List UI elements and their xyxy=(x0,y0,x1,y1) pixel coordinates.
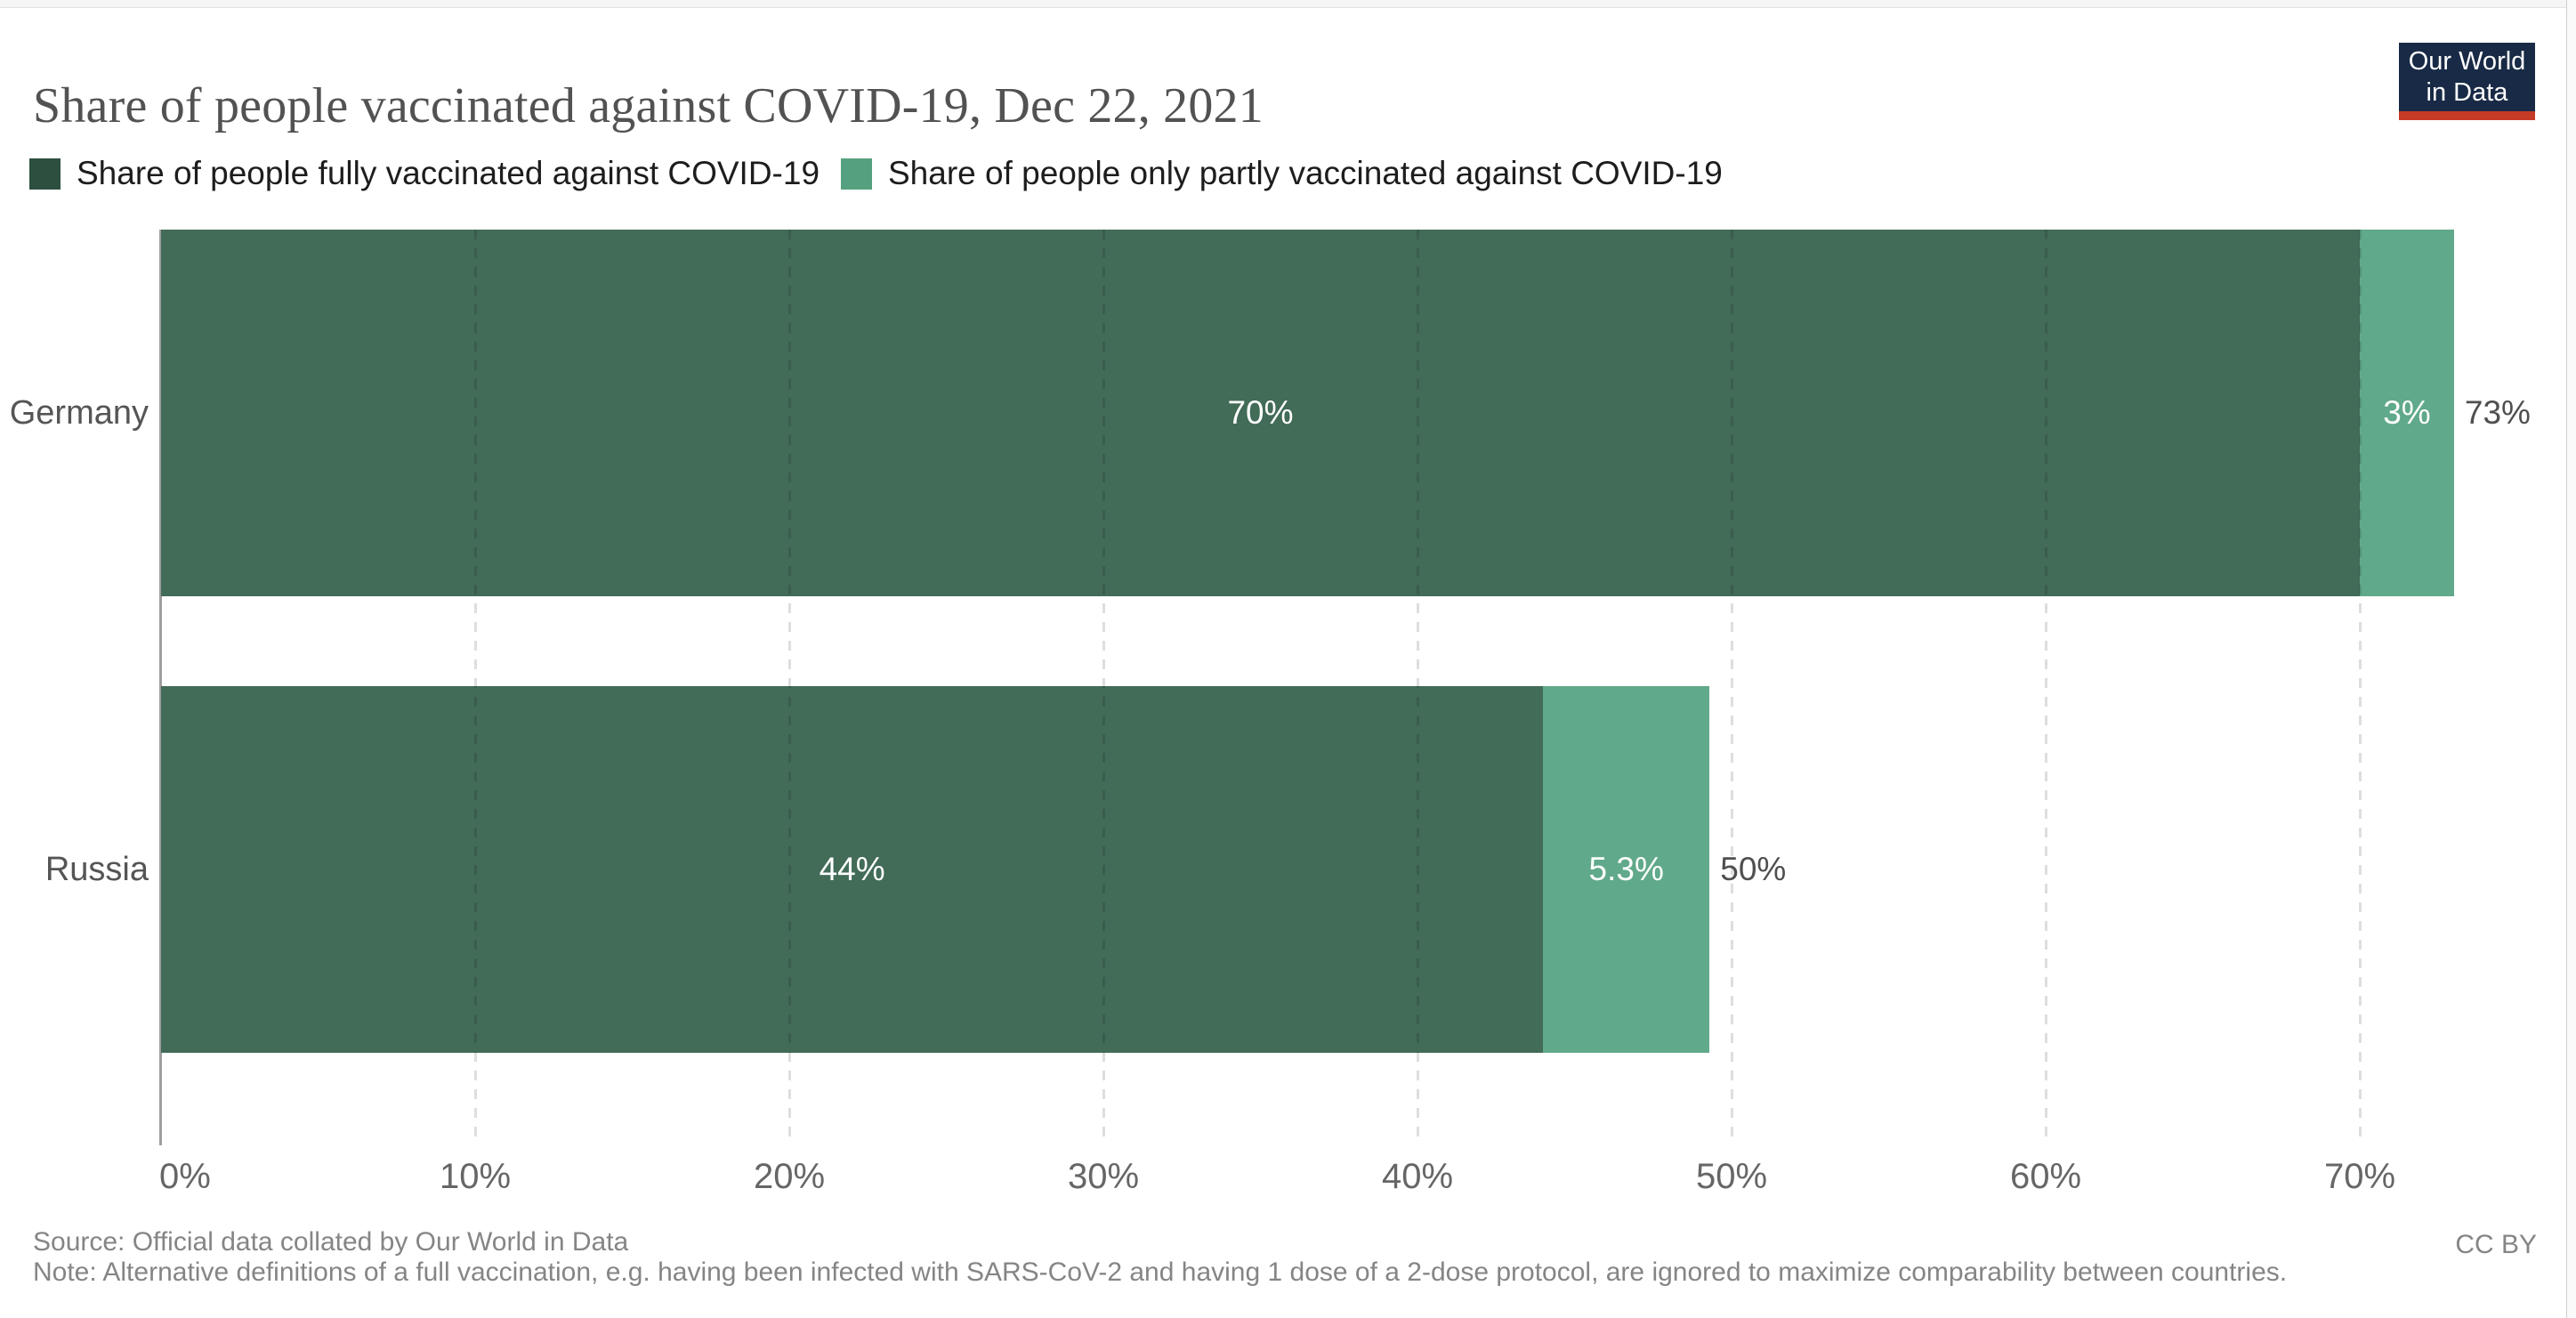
x-tick-label-30: 30% xyxy=(1067,1157,1140,1196)
note-text: Note: Alternative definitions of a full … xyxy=(33,1257,2288,1287)
value-label: 3% xyxy=(2383,394,2431,431)
chart-title: Share of people vaccinated against COVID… xyxy=(33,77,1264,133)
legend-item-partly-vaccinated[interactable]: Share of people only partly vaccinated a… xyxy=(841,153,1723,194)
bar-segment-russia-series1[interactable]: 5.3% xyxy=(1543,686,1710,1053)
x-tick-label-20: 20% xyxy=(753,1157,826,1196)
legend-label: Share of people only partly vaccinated a… xyxy=(888,155,1723,191)
page-right-edge xyxy=(2566,0,2576,1318)
gridline-10pct xyxy=(473,230,477,1145)
chart-legend: Share of people fully vaccinated against… xyxy=(0,153,2576,194)
owid-logo-text: Our World in Data xyxy=(2399,43,2535,111)
bar-segment-germany-series0[interactable]: 70% xyxy=(161,230,2360,596)
legend-swatch-fully-vaccinated xyxy=(29,158,61,190)
x-tick-label-0: 0% xyxy=(159,1157,211,1196)
x-tick-label-50: 50% xyxy=(1695,1157,1768,1196)
value-label: 5.3% xyxy=(1588,851,1664,887)
legend-label: Share of people fully vaccinated against… xyxy=(77,155,820,191)
x-tick-label-40: 40% xyxy=(1381,1157,1454,1196)
owid-logo-accent-bar xyxy=(2399,111,2535,120)
gridline-60pct xyxy=(2044,230,2047,1145)
category-label-germany: Germany xyxy=(9,393,149,432)
bar-segment-russia-series0[interactable]: 44% xyxy=(161,686,1544,1053)
legend-swatch-partly-vaccinated xyxy=(841,158,872,190)
x-axis-zero-line xyxy=(159,230,162,1145)
x-tick-label-60: 60% xyxy=(2009,1157,2082,1196)
legend-item-fully-vaccinated[interactable]: Share of people fully vaccinated against… xyxy=(29,153,820,194)
page-top-edge xyxy=(0,0,2576,8)
owid-logo-line1: Our World xyxy=(2408,46,2526,76)
bar-segment-germany-series1[interactable]: 3% xyxy=(2360,230,2454,596)
x-tick-label-10: 10% xyxy=(439,1157,512,1196)
chart-footer: Source: Official data collated by Our Wo… xyxy=(33,1227,2435,1288)
total-label-russia: 50% xyxy=(1720,851,1787,887)
gridline-30pct xyxy=(1102,230,1105,1145)
total-label-germany: 73% xyxy=(2464,394,2531,431)
x-tick-label-70: 70% xyxy=(2323,1157,2396,1196)
category-label-russia: Russia xyxy=(44,850,149,888)
gridline-70pct xyxy=(2358,230,2362,1145)
gridline-50pct xyxy=(1730,230,1733,1145)
gridline-20pct xyxy=(787,230,791,1145)
source-text: Source: Official data collated by Our Wo… xyxy=(33,1227,629,1257)
license-badge[interactable]: CC BY xyxy=(2455,1230,2537,1259)
owid-logo-line2: in Data xyxy=(2426,77,2508,107)
value-label: 44% xyxy=(819,851,885,887)
value-label: 70% xyxy=(1227,394,1294,431)
gridline-40pct xyxy=(1416,230,1419,1145)
owid-logo[interactable]: Our World in Data xyxy=(2399,43,2535,120)
